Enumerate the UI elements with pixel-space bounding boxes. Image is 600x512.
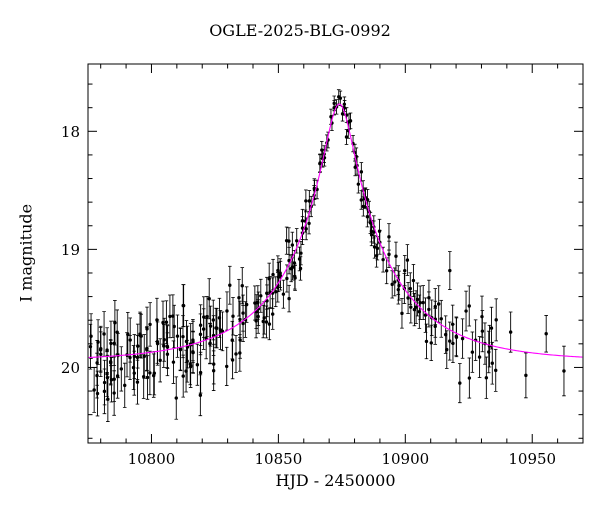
svg-text:10950: 10950 — [508, 450, 556, 468]
svg-text:10900: 10900 — [381, 450, 429, 468]
x-axis-label: HJD - 2450000 — [275, 471, 396, 490]
svg-text:18: 18 — [61, 123, 80, 141]
svg-text:10850: 10850 — [255, 450, 303, 468]
svg-text:19: 19 — [61, 241, 80, 259]
svg-text:20: 20 — [61, 359, 80, 377]
chart-title: OGLE-2025-BLG-0992 — [209, 21, 391, 40]
svg-text:10800: 10800 — [128, 450, 176, 468]
